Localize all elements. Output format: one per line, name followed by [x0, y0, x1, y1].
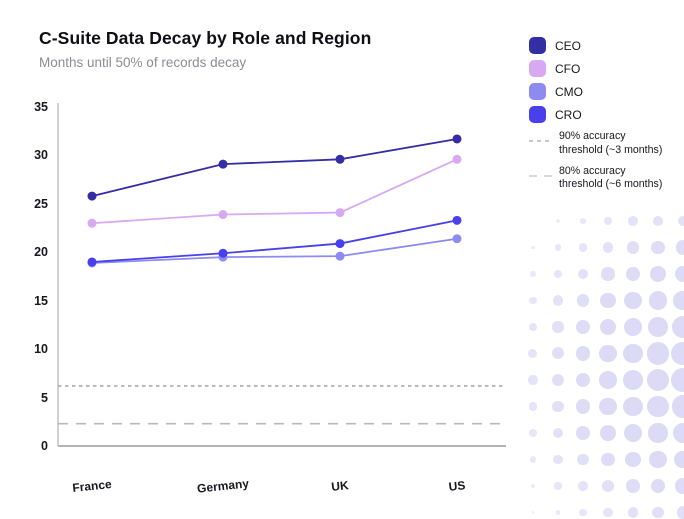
- chart-title: C-Suite Data Decay by Role and Region: [39, 28, 371, 49]
- legend-swatch-cmo: [529, 83, 546, 100]
- y-tick-label-35: 35: [12, 99, 48, 115]
- y-tick-label-10: 10: [12, 341, 48, 357]
- chart-subtitle: Months until 50% of records decay: [39, 55, 371, 70]
- legend-label-threshold-80: 80% accuracy threshold (~6 months): [559, 165, 662, 193]
- series-line-ceo: [92, 139, 457, 196]
- data-point-cmo-uk: [336, 252, 345, 261]
- y-tick-label-5: 5: [12, 390, 48, 406]
- chart-legend: CEO CFO CMO CRO 90% accuracy threshold (…: [529, 37, 681, 192]
- series-line-cfo: [92, 159, 457, 223]
- data-point-cro-uk: [336, 239, 345, 248]
- threshold-90-line1: 90% accuracy: [559, 130, 662, 144]
- legend-swatch-cro: [529, 106, 546, 123]
- legend-label-cro: CRO: [555, 108, 582, 122]
- y-tick-label-20: 20: [12, 244, 48, 260]
- threshold-80-line2: threshold (~6 months): [559, 178, 662, 192]
- data-point-cmo-us: [453, 234, 462, 243]
- legend-item-threshold-90: 90% accuracy threshold (~3 months): [529, 130, 681, 158]
- series-line-cmo: [92, 239, 457, 263]
- data-point-cfo-uk: [336, 208, 345, 217]
- y-tick-label-0: 0: [12, 438, 48, 454]
- threshold-90-line2: threshold (~3 months): [559, 144, 662, 158]
- data-point-ceo-uk: [336, 155, 345, 164]
- data-point-ceo-france: [88, 192, 97, 201]
- data-point-cro-us: [453, 216, 462, 225]
- short-dash-line-icon: [529, 139, 553, 143]
- chart-header: C-Suite Data Decay by Role and Region Mo…: [39, 28, 371, 70]
- data-point-ceo-us: [453, 134, 462, 143]
- y-tick-label-15: 15: [12, 293, 48, 309]
- legend-swatch-ceo: [529, 37, 546, 54]
- legend-item-cro: CRO: [529, 106, 681, 123]
- data-point-cro-france: [88, 257, 97, 266]
- legend-label-ceo: CEO: [555, 39, 581, 53]
- legend-item-ceo: CEO: [529, 37, 681, 54]
- threshold-80-line1: 80% accuracy: [559, 165, 662, 179]
- legend-item-threshold-80: 80% accuracy threshold (~6 months): [529, 165, 681, 193]
- data-point-cfo-germany: [219, 210, 228, 219]
- legend-label-cmo: CMO: [555, 85, 583, 99]
- legend-item-cmo: CMO: [529, 83, 681, 100]
- legend-label-cfo: CFO: [555, 62, 580, 76]
- data-point-cfo-france: [88, 219, 97, 228]
- legend-item-cfo: CFO: [529, 60, 681, 77]
- long-dash-line-icon: [529, 174, 553, 178]
- data-point-cfo-us: [453, 155, 462, 164]
- y-tick-label-30: 30: [12, 147, 48, 163]
- legend-label-threshold-90: 90% accuracy threshold (~3 months): [559, 130, 662, 158]
- data-point-cro-germany: [219, 249, 228, 258]
- y-tick-label-25: 25: [12, 196, 48, 212]
- series-line-cro: [92, 220, 457, 262]
- legend-swatch-cfo: [529, 60, 546, 77]
- data-point-ceo-germany: [219, 160, 228, 169]
